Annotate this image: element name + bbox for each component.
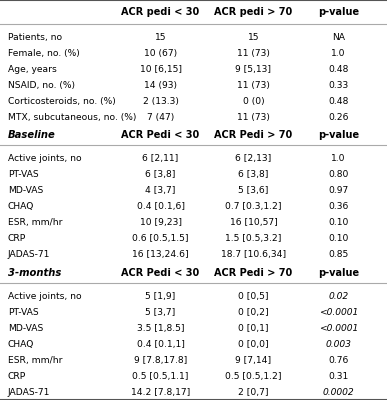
Text: CHAQ: CHAQ [8, 202, 34, 211]
Text: 3.5 [1,8.5]: 3.5 [1,8.5] [137, 324, 184, 333]
Text: <0.0001: <0.0001 [319, 308, 358, 317]
Text: 0.02: 0.02 [329, 292, 349, 301]
Text: 11 (73): 11 (73) [237, 81, 270, 90]
Text: Active joints, no: Active joints, no [8, 292, 81, 301]
Text: NA: NA [332, 33, 345, 42]
Text: 1.5 [0.5,3.2]: 1.5 [0.5,3.2] [225, 234, 282, 243]
Text: 7 (47): 7 (47) [147, 113, 174, 122]
Text: CHAQ: CHAQ [8, 340, 34, 349]
Text: 6 [2,13]: 6 [2,13] [235, 154, 272, 163]
Text: 6 [3,8]: 6 [3,8] [146, 170, 176, 179]
Text: 3-months: 3-months [8, 268, 61, 278]
Text: p-value: p-value [318, 268, 359, 278]
Text: p-value: p-value [318, 7, 359, 17]
Text: 0.48: 0.48 [329, 97, 349, 106]
Text: 0 (0): 0 (0) [243, 97, 264, 106]
Text: 0.6 [0.5,1.5]: 0.6 [0.5,1.5] [132, 234, 189, 243]
Text: 0.26: 0.26 [329, 113, 349, 122]
Text: 0.0002: 0.0002 [323, 388, 354, 396]
Text: 9 [5,13]: 9 [5,13] [235, 65, 272, 74]
Text: 4 [3,7]: 4 [3,7] [146, 186, 176, 195]
Text: JADAS-71: JADAS-71 [8, 388, 50, 396]
Text: 0.5 [0.5,1.2]: 0.5 [0.5,1.2] [225, 372, 282, 380]
Text: 0 [0,1]: 0 [0,1] [238, 324, 269, 333]
Text: 0.85: 0.85 [329, 250, 349, 259]
Text: 0 [0,2]: 0 [0,2] [238, 308, 269, 317]
Text: 0.97: 0.97 [329, 186, 349, 195]
Text: 9 [7,14]: 9 [7,14] [235, 356, 272, 364]
Text: 0.48: 0.48 [329, 65, 349, 74]
Text: 0.5 [0.5,1.1]: 0.5 [0.5,1.1] [132, 372, 189, 380]
Text: 0.76: 0.76 [329, 356, 349, 364]
Text: ESR, mm/hr: ESR, mm/hr [8, 356, 62, 364]
Text: ACR pedi > 70: ACR pedi > 70 [214, 7, 293, 17]
Text: 2 [0,7]: 2 [0,7] [238, 388, 269, 396]
Text: 11 (73): 11 (73) [237, 49, 270, 58]
Text: 1.0: 1.0 [331, 49, 346, 58]
Text: 0 [0,5]: 0 [0,5] [238, 292, 269, 301]
Text: p-value: p-value [318, 130, 359, 140]
Text: 9 [7.8,17.8]: 9 [7.8,17.8] [134, 356, 187, 364]
Text: 18.7 [10.6,34]: 18.7 [10.6,34] [221, 250, 286, 259]
Text: ESR, mm/hr: ESR, mm/hr [8, 218, 62, 227]
Text: 5 [3,7]: 5 [3,7] [146, 308, 176, 317]
Text: CRP: CRP [8, 234, 26, 243]
Text: 0.4 [0.1,1]: 0.4 [0.1,1] [137, 340, 185, 349]
Text: 0.36: 0.36 [329, 202, 349, 211]
Text: 6 [3,8]: 6 [3,8] [238, 170, 269, 179]
Text: 10 [9,23]: 10 [9,23] [140, 218, 182, 227]
Text: Female, no. (%): Female, no. (%) [8, 49, 79, 58]
Text: 0.10: 0.10 [329, 218, 349, 227]
Text: 0.80: 0.80 [329, 170, 349, 179]
Text: 16 [10,57]: 16 [10,57] [229, 218, 277, 227]
Text: ACR Pedi < 30: ACR Pedi < 30 [122, 268, 200, 278]
Text: ACR Pedi > 70: ACR Pedi > 70 [214, 268, 293, 278]
Text: 0 [0,0]: 0 [0,0] [238, 340, 269, 349]
Text: MD-VAS: MD-VAS [8, 324, 43, 333]
Text: Corticosteroids, no. (%): Corticosteroids, no. (%) [8, 97, 115, 106]
Text: 6 [2,11]: 6 [2,11] [142, 154, 179, 163]
Text: <0.0001: <0.0001 [319, 324, 358, 333]
Text: 0.4 [0.1,6]: 0.4 [0.1,6] [137, 202, 185, 211]
Text: 16 [13,24.6]: 16 [13,24.6] [132, 250, 189, 259]
Text: 2 (13.3): 2 (13.3) [143, 97, 178, 106]
Text: NSAID, no. (%): NSAID, no. (%) [8, 81, 75, 90]
Text: ACR Pedi < 30: ACR Pedi < 30 [122, 130, 200, 140]
Text: 15: 15 [248, 33, 259, 42]
Text: 0.7 [0.3,1.2]: 0.7 [0.3,1.2] [225, 202, 282, 211]
Text: MD-VAS: MD-VAS [8, 186, 43, 195]
Text: 14 (93): 14 (93) [144, 81, 177, 90]
Text: 1.0: 1.0 [331, 154, 346, 163]
Text: ACR pedi < 30: ACR pedi < 30 [122, 7, 200, 17]
Text: 5 [1,9]: 5 [1,9] [146, 292, 176, 301]
Text: 0.10: 0.10 [329, 234, 349, 243]
Text: Active joints, no: Active joints, no [8, 154, 81, 163]
Text: CRP: CRP [8, 372, 26, 380]
Text: 10 [6,15]: 10 [6,15] [140, 65, 182, 74]
Text: ACR Pedi > 70: ACR Pedi > 70 [214, 130, 293, 140]
Text: PT-VAS: PT-VAS [8, 308, 38, 317]
Text: 5 [3,6]: 5 [3,6] [238, 186, 269, 195]
Text: 14.2 [7.8,17]: 14.2 [7.8,17] [131, 388, 190, 396]
Text: 11 (73): 11 (73) [237, 113, 270, 122]
Text: Age, years: Age, years [8, 65, 57, 74]
Text: PT-VAS: PT-VAS [8, 170, 38, 179]
Text: 10 (67): 10 (67) [144, 49, 177, 58]
Text: 15: 15 [155, 33, 166, 42]
Text: 0.003: 0.003 [326, 340, 351, 349]
Text: Patients, no: Patients, no [8, 33, 62, 42]
Text: 0.33: 0.33 [329, 81, 349, 90]
Text: JADAS-71: JADAS-71 [8, 250, 50, 259]
Text: MTX, subcutaneous, no. (%): MTX, subcutaneous, no. (%) [8, 113, 136, 122]
Text: 0.31: 0.31 [329, 372, 349, 380]
Text: Baseline: Baseline [8, 130, 55, 140]
